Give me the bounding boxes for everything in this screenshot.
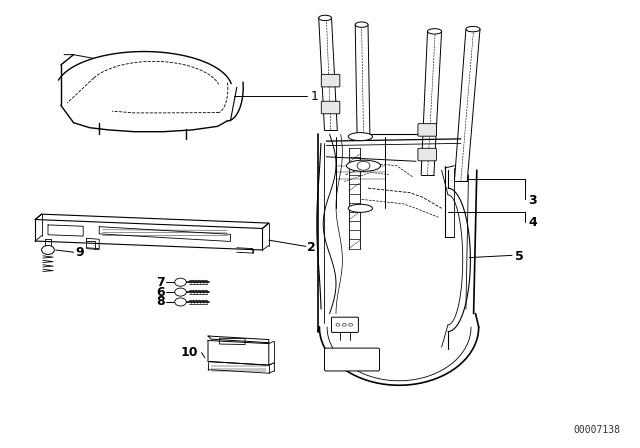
Circle shape (357, 161, 370, 170)
FancyBboxPatch shape (321, 101, 340, 114)
Ellipse shape (346, 160, 381, 172)
Circle shape (175, 278, 186, 286)
Circle shape (336, 323, 340, 326)
FancyBboxPatch shape (418, 148, 436, 161)
Circle shape (175, 288, 186, 296)
Ellipse shape (348, 204, 372, 212)
Circle shape (175, 298, 186, 306)
Text: 4: 4 (528, 216, 537, 229)
Ellipse shape (348, 133, 372, 141)
Ellipse shape (428, 29, 442, 34)
Text: 5: 5 (515, 250, 524, 263)
FancyBboxPatch shape (324, 348, 380, 371)
FancyBboxPatch shape (321, 74, 340, 87)
Text: 8: 8 (157, 295, 165, 309)
FancyBboxPatch shape (332, 317, 358, 332)
Ellipse shape (355, 22, 368, 27)
Text: 00007138: 00007138 (574, 426, 621, 435)
Text: 10: 10 (181, 346, 198, 359)
Ellipse shape (466, 26, 480, 32)
Ellipse shape (319, 15, 332, 21)
Text: 2: 2 (307, 241, 316, 254)
Text: 9: 9 (75, 246, 83, 259)
Text: 7: 7 (156, 276, 165, 289)
Circle shape (42, 246, 54, 254)
Text: 6: 6 (157, 285, 165, 299)
Circle shape (342, 323, 346, 326)
FancyBboxPatch shape (418, 124, 436, 136)
Text: 3: 3 (528, 194, 536, 207)
Circle shape (349, 323, 353, 326)
Text: 1: 1 (310, 90, 318, 103)
